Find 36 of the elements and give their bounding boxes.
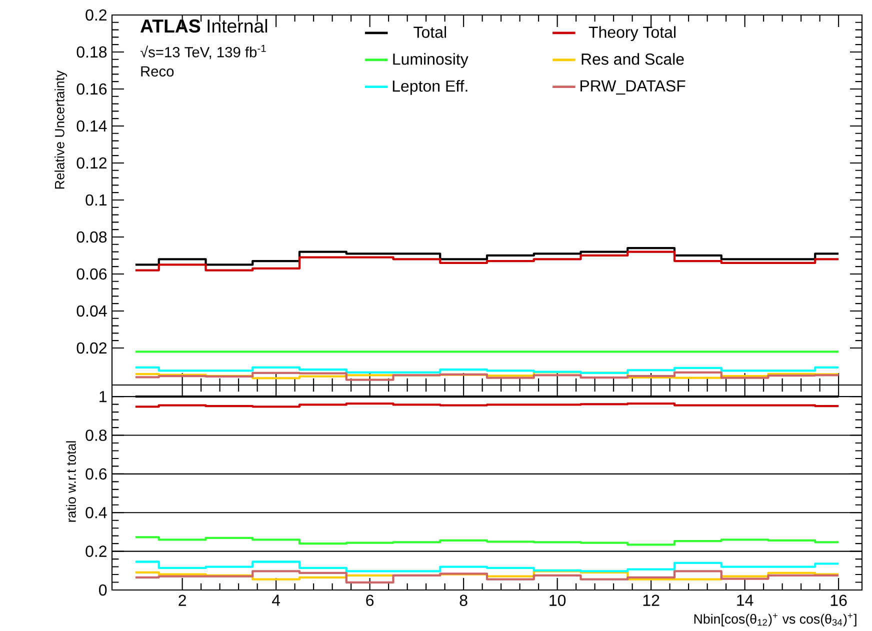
legend-label: PRW_DATASF [580, 80, 686, 95]
legend-label: Lepton Eff. [392, 80, 468, 95]
y-tick-label: 0.4 [86, 507, 107, 518]
annotation: √s=13 TeV, 139 fb$^{-1}$ [140, 44, 266, 60]
x-tick-label: 10 [550, 594, 566, 606]
y-axis-title: ratio w.r.t total [66, 441, 76, 522]
x-tick-label: 14 [737, 594, 754, 606]
annotation: Reco [141, 66, 174, 77]
y-axis-title: Relative Uncertainty [54, 70, 67, 189]
x-tick-label: 4 [272, 594, 280, 606]
x-tick-label: 2 [178, 594, 186, 606]
x-tick-label: 8 [460, 594, 468, 606]
text: Nbin[cos(θ$_{12}$)$^{+}$ vs cos(θ$_{34}$)$^{+}$] [694, 613, 856, 626]
y-tick-label: 0.12 [76, 157, 106, 169]
y-tick-label: 0.14 [76, 120, 107, 132]
y-tick-label: 1 [100, 391, 107, 402]
y-tick-label: 0 [99, 584, 107, 596]
annotation: ATLAS Internal [140, 19, 268, 33]
y-tick-label: 0.8 [86, 430, 107, 442]
y-tick-label: 0.2 [86, 9, 106, 21]
y-tick-label: 0.6 [86, 468, 107, 480]
x-tick-label: 12 [643, 594, 660, 606]
y-tick-label: 0.18 [76, 46, 107, 58]
legend-label: Total [414, 26, 446, 38]
y-tick-label: 0.02 [76, 342, 106, 354]
y-tick-label: 0.2 [86, 546, 106, 558]
legend-label: Res and Scale [582, 53, 684, 65]
legend-label: Theory Total [588, 26, 676, 42]
y-tick-label: 0.08 [76, 231, 107, 243]
x-tick-label: 16 [830, 594, 847, 606]
y-tick-label: 0.1 [86, 194, 107, 206]
legend-label: Luminosity [393, 53, 468, 68]
y-tick-label: 0.06 [76, 268, 107, 280]
y-tick-label: 0.04 [76, 305, 107, 317]
x-tick-label: 6 [366, 594, 374, 606]
y-tick-label: 0.16 [76, 83, 107, 95]
